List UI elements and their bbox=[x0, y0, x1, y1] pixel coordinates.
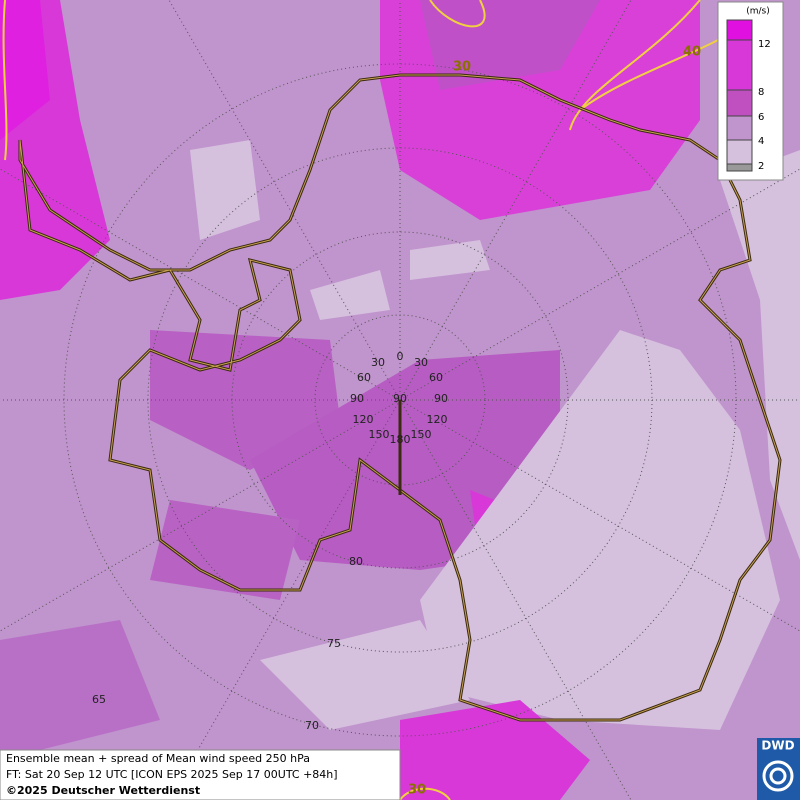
legend-unit: (m/s) bbox=[746, 7, 770, 17]
contour-label: 30 bbox=[453, 60, 471, 75]
contour-label: 40 bbox=[683, 45, 701, 60]
legend-swatch bbox=[726, 163, 753, 172]
caption-line: FT: Sat 20 Sep 12 UTC [ICON EPS 2025 Sep… bbox=[6, 768, 338, 781]
caption-line: ©2025 Deutscher Wetterdienst bbox=[6, 784, 200, 797]
longitude-label: 90 bbox=[434, 392, 448, 405]
latitude-label: 80 bbox=[349, 555, 363, 568]
longitude-label: 120 bbox=[353, 413, 374, 426]
legend: (m/s) 12 8 6 4 2 bbox=[717, 1, 784, 181]
longitude-label: 120 bbox=[427, 413, 448, 426]
legend-swatch bbox=[726, 39, 753, 91]
caption-line: Ensemble mean + spread of Mean wind spee… bbox=[6, 752, 310, 765]
legend-swatch bbox=[726, 89, 753, 117]
longitude-label: 90 bbox=[393, 392, 407, 405]
longitude-label: 60 bbox=[357, 371, 371, 384]
legend-swatch bbox=[726, 115, 753, 141]
legend-level: 8 bbox=[758, 87, 764, 98]
longitude-label: 90 bbox=[350, 392, 364, 405]
contour-label: 30 bbox=[408, 783, 426, 798]
legend-level: 12 bbox=[758, 39, 771, 50]
coastline bbox=[18, 73, 782, 722]
latitude-label: 70 bbox=[305, 719, 319, 732]
logo: DWD bbox=[757, 738, 800, 800]
legend-swatch bbox=[726, 139, 753, 165]
longitude-label: 150 bbox=[369, 428, 390, 441]
longitude-label: 30 bbox=[371, 356, 385, 369]
legend-level: 4 bbox=[758, 136, 764, 147]
legend-level: 2 bbox=[758, 161, 764, 172]
latitude-label: 65 bbox=[92, 693, 106, 706]
longitude-label: 150 bbox=[411, 428, 432, 441]
caption: Ensemble mean + spread of Mean wind spee… bbox=[0, 749, 401, 800]
longitude-label: 0 bbox=[397, 350, 404, 363]
latitude-label: 75 bbox=[327, 637, 341, 650]
longitude-label: 180 bbox=[390, 433, 411, 446]
legend-level: 6 bbox=[758, 112, 764, 123]
logo-text: DWD bbox=[761, 739, 794, 753]
longitude-label: 30 bbox=[414, 356, 428, 369]
contours bbox=[2, 0, 719, 800]
legend-swatch bbox=[726, 19, 753, 41]
longitude-label: 60 bbox=[429, 371, 443, 384]
